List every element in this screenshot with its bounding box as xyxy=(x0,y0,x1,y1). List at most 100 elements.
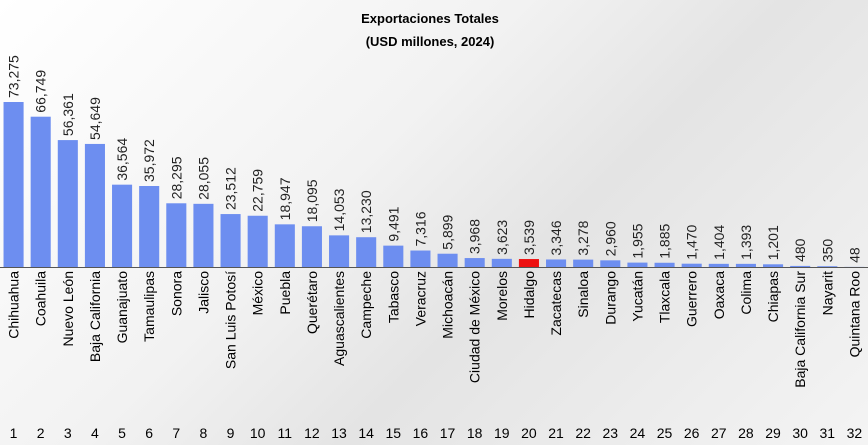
rank-label-13: 14 xyxy=(358,425,374,441)
category-label-4: Guanajuato xyxy=(114,271,130,344)
bar-7 xyxy=(193,203,214,267)
value-label-30: 350 xyxy=(819,239,835,263)
category-label-21: Sinaloa xyxy=(575,271,591,318)
category-label-25: Guerrero xyxy=(684,271,700,327)
category-label-14: Tabasco xyxy=(385,271,401,323)
rank-label-15: 16 xyxy=(413,425,429,441)
bar-25 xyxy=(681,263,702,267)
bar-9 xyxy=(247,215,268,267)
value-label-8: 23,512 xyxy=(223,167,239,210)
bar-5 xyxy=(139,186,160,267)
rank-label-11: 12 xyxy=(304,425,320,441)
bar-8 xyxy=(220,214,241,267)
value-label-12: 14,053 xyxy=(331,188,347,231)
category-labels-group: Chihuahua Coahuila Nuevo León Baja Californ… xyxy=(6,271,863,388)
category-label-9: México xyxy=(250,271,266,316)
bar-27 xyxy=(735,263,756,267)
value-label-22: 2,960 xyxy=(602,221,618,256)
category-label-16: Michoacán xyxy=(440,271,456,339)
value-label-23: 1,955 xyxy=(629,223,645,258)
rank-label-7: 8 xyxy=(200,425,208,441)
category-label-22: Durango xyxy=(602,271,618,325)
value-label-6: 28,295 xyxy=(168,156,184,199)
rank-label-24: 25 xyxy=(657,425,673,441)
rank-label-8: 9 xyxy=(227,425,235,441)
value-label-21: 3,278 xyxy=(575,220,591,255)
value-label-9: 22,759 xyxy=(250,169,266,212)
bar-13 xyxy=(356,237,377,267)
bars-group xyxy=(3,102,865,267)
rank-label-5: 6 xyxy=(145,425,153,441)
bar-21 xyxy=(573,259,594,267)
category-label-3: Baja California xyxy=(87,271,103,362)
bar-3 xyxy=(84,143,105,267)
rank-label-28: 29 xyxy=(765,425,781,441)
bar-22 xyxy=(600,260,621,267)
value-label-18: 3,623 xyxy=(494,220,510,255)
value-label-29: 480 xyxy=(792,238,808,262)
rank-label-23: 24 xyxy=(630,425,646,441)
rank-label-3: 4 xyxy=(91,425,99,441)
category-label-19: Hidalgo xyxy=(521,271,537,319)
rank-label-20: 21 xyxy=(548,425,564,441)
category-label-5: Tamaulipas xyxy=(141,271,157,342)
category-label-12: Aguascalientes xyxy=(331,271,347,366)
value-label-24: 1,885 xyxy=(657,224,673,259)
category-label-2: Nuevo León xyxy=(60,271,76,347)
rank-labels-group: 1 2 3 4 5 6 7 8 9 10 11 12 13 14 15 16 17 18 19 20 21 22 23 24 2… xyxy=(10,425,863,441)
rank-label-18: 19 xyxy=(494,425,510,441)
value-label-4: 36,564 xyxy=(114,138,130,181)
value-label-14: 9,491 xyxy=(385,206,401,241)
category-label-29: Baja California Sur xyxy=(792,271,808,388)
rank-label-25: 26 xyxy=(684,425,700,441)
rank-label-16: 17 xyxy=(440,425,456,441)
bar-19 xyxy=(518,259,539,267)
bar-23 xyxy=(627,262,648,267)
rank-label-19: 20 xyxy=(521,425,537,441)
rank-label-10: 11 xyxy=(278,425,293,441)
value-label-7: 28,055 xyxy=(195,157,211,200)
category-label-31: Quintana Roo xyxy=(846,271,862,358)
bar-14 xyxy=(383,245,404,267)
category-label-20: Zacatecas xyxy=(548,271,564,336)
bar-28 xyxy=(763,264,784,267)
value-label-2: 56,361 xyxy=(60,93,76,136)
bar-20 xyxy=(546,259,567,267)
bar-2 xyxy=(57,140,78,267)
rank-label-9: 10 xyxy=(250,425,266,441)
value-label-3: 54,649 xyxy=(87,97,103,140)
bar-24 xyxy=(654,262,675,267)
value-label-27: 1,393 xyxy=(738,225,754,260)
value-label-25: 1,470 xyxy=(684,224,700,259)
rank-label-14: 15 xyxy=(386,425,402,441)
value-label-31: 48 xyxy=(846,247,862,263)
category-label-6: Sonora xyxy=(168,271,184,316)
bar-30 xyxy=(817,266,838,267)
rank-label-22: 23 xyxy=(603,425,619,441)
category-label-24: Tlaxcala xyxy=(657,271,673,323)
value-label-20: 3,346 xyxy=(548,220,564,255)
rank-label-29: 30 xyxy=(792,425,808,441)
category-label-10: Puebla xyxy=(277,271,293,315)
bar-17 xyxy=(464,258,485,267)
rank-label-6: 7 xyxy=(172,425,180,441)
bar-11 xyxy=(301,226,322,267)
value-label-0: 73,275 xyxy=(6,55,22,98)
bar-0 xyxy=(3,102,24,267)
value-label-28: 1,201 xyxy=(765,225,781,260)
rank-label-2: 3 xyxy=(64,425,72,441)
category-label-23: Yucatán xyxy=(629,271,645,322)
rank-label-0: 1 xyxy=(10,425,18,441)
category-label-28: Chiapas xyxy=(765,271,781,322)
bar-6 xyxy=(166,203,187,267)
chart-subtitle: (USD millones, 2024) xyxy=(366,34,495,49)
value-label-11: 18,095 xyxy=(304,179,320,222)
rank-label-17: 18 xyxy=(467,425,483,441)
value-label-10: 18,947 xyxy=(277,177,293,220)
category-label-8: San Luis Potosí xyxy=(223,271,239,369)
category-label-18: Morelos xyxy=(494,271,510,321)
rank-label-31: 32 xyxy=(847,425,863,441)
bar-12 xyxy=(329,235,350,267)
rank-label-12: 13 xyxy=(331,425,347,441)
